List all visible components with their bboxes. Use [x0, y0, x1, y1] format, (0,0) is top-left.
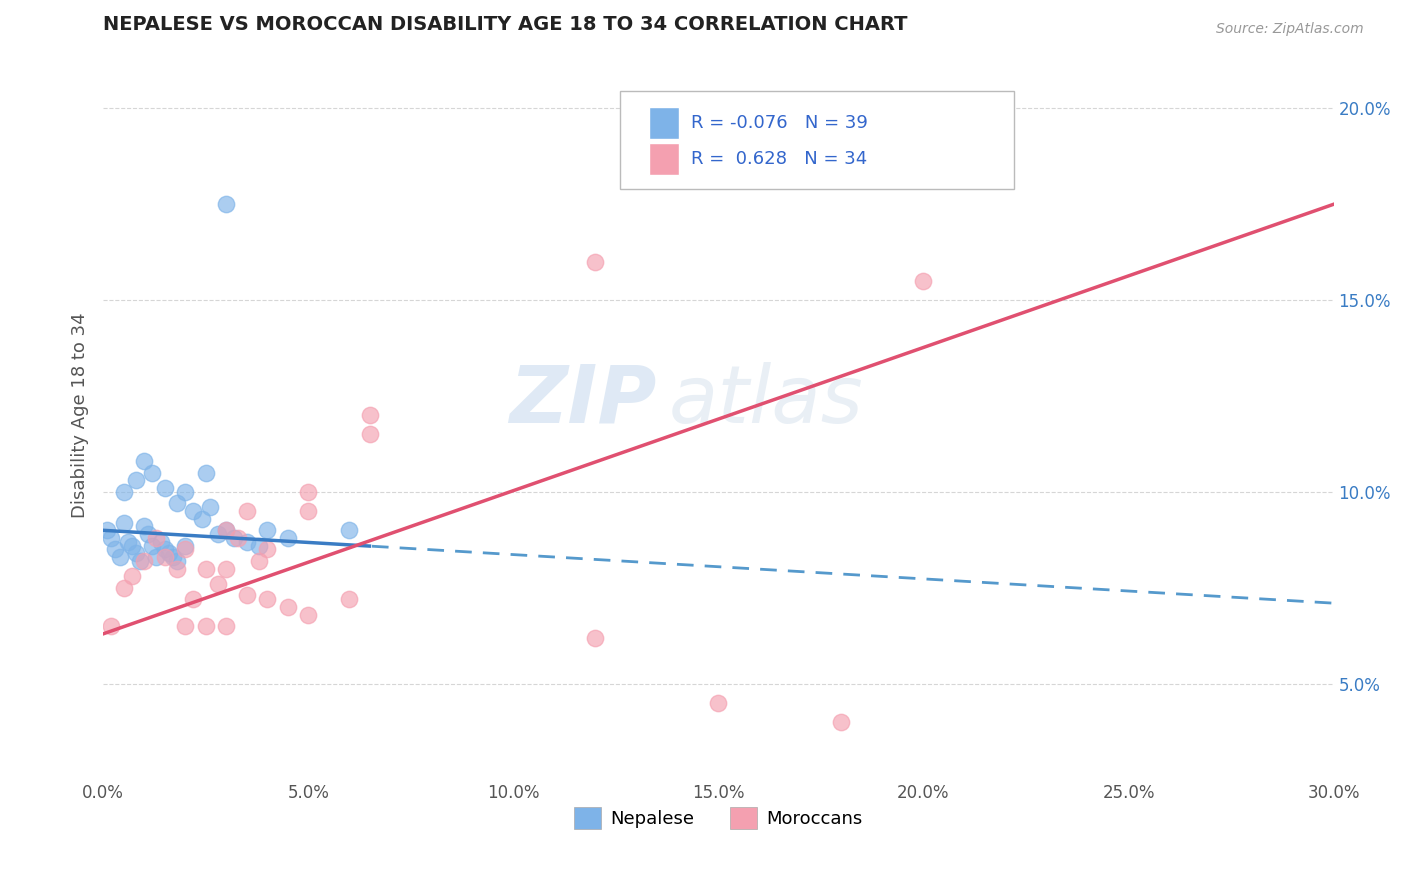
Point: [256, 523, 278, 537]
Point: [166, 496, 188, 510]
Point: [125, 546, 148, 560]
Point: [235, 504, 257, 518]
Point: [235, 534, 257, 549]
Point: [153, 550, 176, 565]
Point: [141, 539, 163, 553]
FancyBboxPatch shape: [650, 144, 679, 176]
Point: [108, 550, 131, 565]
Point: [215, 523, 238, 537]
Point: [134, 519, 156, 533]
Point: [96, 523, 118, 537]
Point: [235, 589, 257, 603]
Point: [247, 554, 270, 568]
Point: [912, 274, 935, 288]
Point: [121, 569, 143, 583]
Point: [153, 481, 176, 495]
Point: [215, 523, 238, 537]
Point: [129, 554, 152, 568]
Point: [198, 500, 221, 515]
Point: [174, 619, 197, 633]
Point: [256, 592, 278, 607]
Point: [112, 484, 135, 499]
Point: [112, 516, 135, 530]
Point: [583, 631, 606, 645]
Point: [194, 466, 217, 480]
Point: [174, 539, 197, 553]
Point: [136, 527, 159, 541]
Point: [359, 408, 381, 422]
Point: [297, 504, 319, 518]
Point: [215, 561, 238, 575]
Y-axis label: Disability Age 18 to 34: Disability Age 18 to 34: [72, 312, 89, 518]
Point: [183, 504, 205, 518]
Point: [337, 592, 360, 607]
Point: [247, 539, 270, 553]
Point: [190, 512, 212, 526]
Point: [174, 484, 197, 499]
Point: [359, 427, 381, 442]
Point: [207, 527, 229, 541]
Point: [194, 561, 217, 575]
Point: [228, 531, 250, 545]
Point: [157, 546, 180, 560]
Point: [145, 531, 167, 545]
FancyBboxPatch shape: [650, 107, 679, 139]
Point: [277, 531, 299, 545]
Point: [297, 607, 319, 622]
Text: atlas: atlas: [669, 361, 863, 440]
Point: [134, 454, 156, 468]
Point: [112, 581, 135, 595]
Text: NEPALESE VS MOROCCAN DISABILITY AGE 18 TO 34 CORRELATION CHART: NEPALESE VS MOROCCAN DISABILITY AGE 18 T…: [103, 15, 908, 34]
Point: [166, 554, 188, 568]
Point: [121, 539, 143, 553]
Point: [215, 197, 238, 211]
Text: R = -0.076   N = 39: R = -0.076 N = 39: [692, 114, 868, 132]
Text: Source: ZipAtlas.com: Source: ZipAtlas.com: [1216, 22, 1364, 37]
Point: [162, 550, 184, 565]
Point: [100, 531, 122, 545]
Point: [707, 696, 730, 710]
FancyBboxPatch shape: [620, 91, 1014, 189]
Point: [297, 484, 319, 499]
Point: [153, 542, 176, 557]
Text: R =  0.628   N = 34: R = 0.628 N = 34: [692, 151, 868, 169]
Point: [166, 561, 188, 575]
Point: [117, 534, 139, 549]
Point: [337, 523, 360, 537]
Point: [125, 474, 148, 488]
Point: [207, 577, 229, 591]
Point: [256, 542, 278, 557]
Point: [183, 592, 205, 607]
Point: [194, 619, 217, 633]
Point: [145, 550, 167, 565]
Legend: Nepalese, Moroccans: Nepalese, Moroccans: [567, 800, 870, 836]
Point: [149, 534, 172, 549]
Point: [100, 619, 122, 633]
Point: [134, 554, 156, 568]
Point: [277, 600, 299, 615]
Text: ZIP: ZIP: [509, 361, 657, 440]
Point: [104, 542, 127, 557]
Point: [141, 466, 163, 480]
Point: [830, 715, 852, 730]
Point: [215, 619, 238, 633]
Point: [583, 254, 606, 268]
Point: [224, 531, 246, 545]
Point: [174, 542, 197, 557]
